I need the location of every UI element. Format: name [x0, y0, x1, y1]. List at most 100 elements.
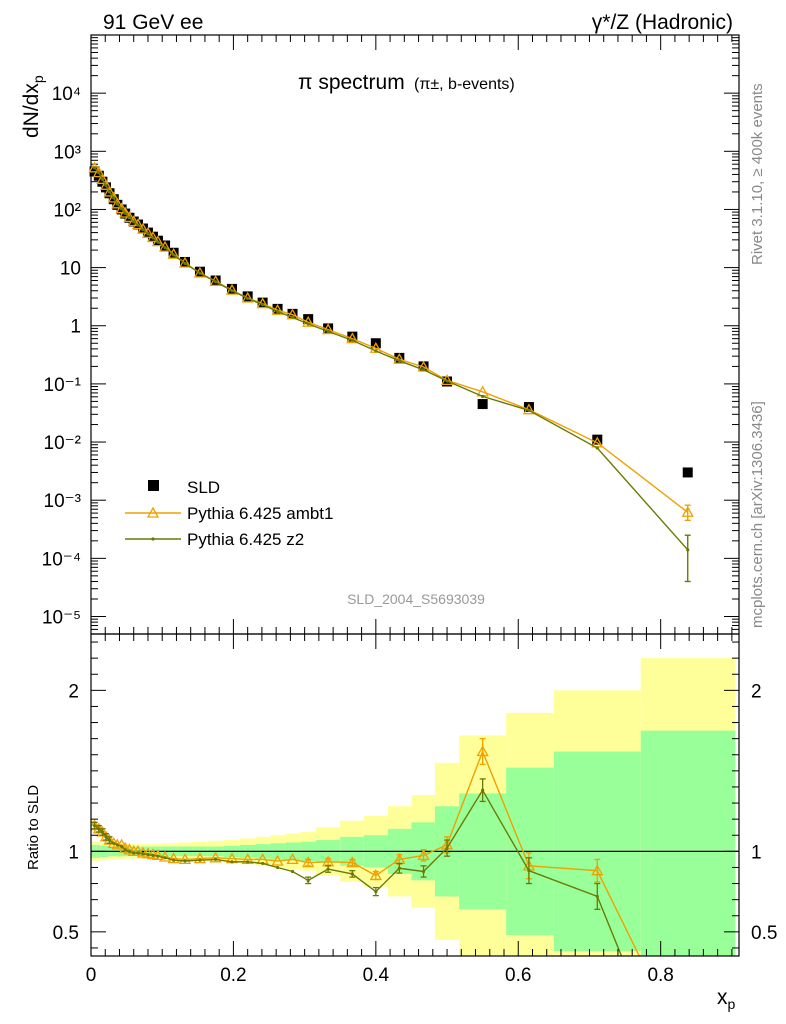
rivet-version-label: Rivet 3.1.10, ≥ 400k events	[749, 83, 766, 265]
y-tick-label: 1	[70, 317, 81, 338]
ratio-point	[136, 851, 140, 855]
ratio-point	[178, 853, 192, 865]
data-point	[96, 172, 109, 184]
band-inner	[640, 730, 736, 956]
ratio-point	[107, 838, 112, 842]
ratio-point	[167, 852, 180, 864]
ratio-point	[346, 856, 359, 868]
ratio-point	[163, 856, 167, 860]
ratio-point	[286, 853, 299, 865]
ratio-y-tick-label-left: 1	[68, 842, 79, 863]
y-tick-label: 10⁴	[52, 84, 81, 105]
data-point	[481, 394, 485, 398]
data-point	[132, 220, 136, 224]
ratio-y-tick-label-left: 2	[68, 681, 79, 702]
data-point	[393, 352, 406, 364]
ratio-point	[397, 866, 401, 870]
mcplots-reference-label: mcplots.cern.ch [arXiv:1306.3436]	[749, 401, 766, 628]
ratio-plot-panel: 0 0.2 0.4 0.6 0.8 0.5 0.5 1 1 2 2 Ratio to SLD xp	[25, 633, 777, 1012]
data-point	[88, 161, 101, 173]
ratio-point	[158, 850, 172, 862]
data-point	[287, 308, 298, 319]
ratio-point	[120, 844, 124, 849]
data-point	[172, 253, 176, 257]
ratio-point	[112, 841, 116, 845]
ratio-point	[302, 856, 315, 868]
ratio-point	[290, 869, 295, 874]
ratio-point	[156, 854, 160, 858]
ratio-y-axis-label: Ratio to SLD	[25, 785, 42, 870]
y-tick-label: 10³	[54, 142, 81, 163]
ratio-point	[261, 861, 265, 866]
data-point	[477, 399, 488, 410]
data-point	[151, 236, 155, 240]
legend-label-ambt1: Pythia 6.425 ambt1	[187, 504, 333, 523]
data-point	[523, 402, 534, 413]
ratio-point	[127, 849, 132, 853]
data-point	[127, 215, 140, 227]
data-point	[323, 323, 334, 334]
data-point	[123, 211, 136, 223]
data-point	[272, 303, 283, 314]
y-tick-label: 10⁻³	[44, 491, 82, 512]
chart-subtitle: (π±, b-events)	[414, 76, 515, 93]
data-point	[104, 183, 108, 187]
x-tick-label: 0	[86, 965, 97, 986]
data-point	[156, 240, 160, 244]
x-tick-label: 0.2	[220, 965, 246, 986]
data-point	[257, 297, 268, 308]
y-tick-label: 10⁻²	[44, 433, 82, 454]
analysis-id-label: SLD_2004_S5693039	[347, 591, 485, 607]
data-point	[136, 222, 150, 234]
data-point	[242, 291, 253, 302]
ratio-point	[132, 851, 136, 855]
data-point	[92, 166, 97, 170]
chart-title: π spectrum	[298, 71, 405, 94]
y-tick-label: 10⁻¹	[44, 375, 82, 396]
ratio-point	[92, 823, 97, 828]
data-point	[127, 216, 132, 220]
data-point	[168, 247, 179, 258]
series-line-2	[94, 167, 689, 551]
ratio-point	[214, 857, 218, 862]
data-point	[302, 315, 315, 327]
ratio-point	[326, 867, 330, 871]
ratio-point	[417, 849, 430, 861]
data-point	[246, 296, 250, 301]
ratio-point	[209, 851, 222, 863]
ratio-point	[445, 846, 449, 850]
data-point	[445, 379, 449, 383]
ratio-point	[275, 865, 280, 870]
ratio-point	[193, 852, 207, 864]
data-point	[686, 548, 690, 552]
x-label-subscript: p	[728, 996, 736, 1012]
legend-label-z2: Pythia 6.425 z2	[187, 530, 304, 549]
data-point	[158, 240, 172, 252]
data-point	[421, 368, 426, 372]
ratio-point	[97, 827, 101, 831]
ratio-point	[115, 843, 119, 847]
main-plot-panel: 10⁻⁵ 10⁻⁴ 10⁻³ 10⁻² 10⁻¹ 1 10 10² 10³ 10⁴ dN/dxp π …	[20, 34, 740, 635]
legend-marker-ambt1	[146, 506, 160, 518]
y-label-subscript: p	[30, 75, 46, 83]
data-point	[146, 232, 150, 236]
data-point	[226, 283, 237, 294]
data-point	[290, 315, 295, 319]
data-point	[93, 170, 104, 181]
ratio-point	[306, 878, 310, 882]
ratio-point	[230, 860, 234, 864]
data-point	[146, 231, 160, 243]
legend-marker-sld	[148, 480, 159, 491]
data-point	[115, 202, 128, 214]
legend-marker-z2	[151, 537, 155, 541]
data-point	[141, 228, 145, 232]
ratio-point	[271, 854, 284, 866]
data-point	[141, 226, 155, 238]
data-point	[275, 310, 280, 314]
legend-label-sld: SLD	[187, 478, 220, 497]
x-tick-label: 0.4	[363, 965, 390, 986]
ratio-point	[481, 788, 485, 792]
header-left-label: 91 GeV ee	[103, 11, 203, 34]
x-axis-label: xp	[717, 986, 736, 1012]
